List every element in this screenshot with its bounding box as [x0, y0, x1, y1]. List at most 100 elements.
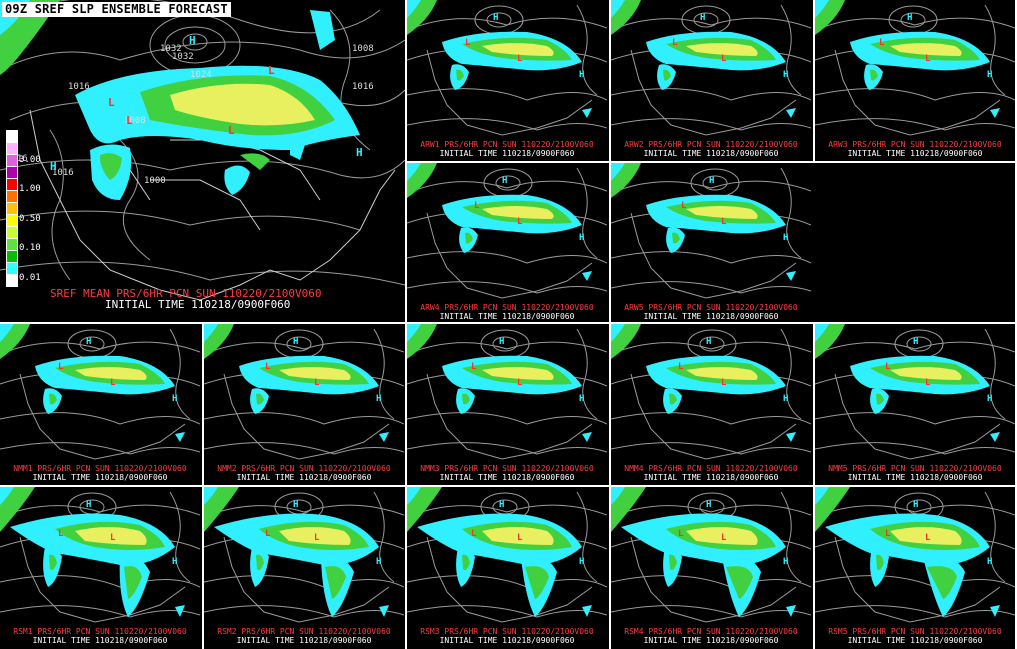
low-pressure-marker: L	[517, 378, 523, 388]
low-pressure-marker: L	[126, 114, 133, 127]
high-pressure-marker: H	[293, 500, 299, 510]
member-panel: H H L L NMM5 PRS/6HR PCN SUN 110220/2100…	[815, 324, 1015, 484]
member-panel: H H L L ARW4 PRS/6HR PCN SUN 110220/2100…	[407, 163, 607, 323]
low-pressure-marker: L	[925, 378, 931, 388]
legend-level-label: 0.50	[19, 214, 41, 224]
high-pressure-marker: H	[709, 176, 715, 186]
member-init-time: INITIAL TIME 110218/0900F060	[643, 636, 779, 645]
low-pressure-marker: L	[678, 529, 684, 539]
high-pressure-marker: H	[987, 394, 993, 404]
member-init-time: INITIAL TIME 110218/0900F060	[847, 473, 983, 482]
low-pressure-marker: L	[879, 38, 885, 48]
isobar-label: 1016	[52, 168, 74, 178]
high-pressure-marker: H	[987, 70, 993, 80]
member-caption: ARW2 PRS/6HR PCN SUN 110220/2100V060	[624, 140, 798, 149]
member-caption: NMM1 PRS/6HR PCN SUN 110220/2100V060	[13, 464, 187, 473]
isobar-label: 1016	[352, 82, 374, 92]
legend-swatch	[6, 130, 18, 142]
high-pressure-marker: H	[700, 13, 706, 23]
low-pressure-marker: L	[517, 533, 523, 543]
member-caption: NMM2 PRS/6HR PCN SUN 110220/2100V060	[217, 464, 391, 473]
high-pressure-marker: H	[579, 233, 585, 243]
high-pressure-marker: H	[706, 500, 712, 510]
member-init-time: INITIAL TIME 110218/0900F060	[439, 149, 575, 158]
grid-divider	[813, 0, 815, 162]
member-panel: H H L L ARW1 PRS/6HR PCN SUN 110220/2100…	[407, 0, 607, 160]
member-panel: H H L L NMM1 PRS/6HR PCN SUN 110220/2100…	[0, 324, 200, 484]
member-init-time: INITIAL TIME 110218/0900F060	[643, 149, 779, 158]
high-pressure-marker: H	[783, 394, 789, 404]
legend-swatch	[6, 262, 18, 274]
member-caption: ARW3 PRS/6HR PCN SUN 110220/2100V060	[828, 140, 1002, 149]
member-init-time: INITIAL TIME 110218/0900F060	[236, 636, 372, 645]
low-pressure-marker: L	[885, 529, 891, 539]
high-pressure-marker: H	[86, 337, 92, 347]
high-pressure-marker: H	[913, 500, 919, 510]
high-pressure-marker: H	[189, 34, 196, 47]
member-panel: H H L L NMM2 PRS/6HR PCN SUN 110220/2100…	[204, 324, 404, 484]
member-panel: H H L L RSM4 PRS/6HR PCN SUN 110220/2100…	[611, 487, 811, 647]
high-pressure-marker: H	[579, 70, 585, 80]
isobar-label: 1008	[124, 116, 146, 126]
legend-level-label: 3.00	[19, 155, 41, 165]
member-init-time: INITIAL TIME 110218/0900F060	[439, 312, 575, 321]
legend-level-label: 0.01	[19, 273, 41, 283]
low-pressure-marker: L	[58, 362, 64, 372]
page-title: 09Z SREF SLP ENSEMBLE FORECAST	[2, 2, 231, 17]
legend-swatch	[6, 142, 18, 154]
low-pressure-marker: L	[314, 533, 320, 543]
low-pressure-marker: L	[681, 201, 687, 211]
member-map-canvas	[0, 487, 200, 623]
high-pressure-marker: H	[987, 557, 993, 567]
high-pressure-marker: H	[783, 557, 789, 567]
member-panel: H H L L ARW3 PRS/6HR PCN SUN 110220/2100…	[815, 0, 1015, 160]
high-pressure-marker: H	[706, 337, 712, 347]
low-pressure-marker: L	[672, 38, 678, 48]
member-panel: H H L L ARW2 PRS/6HR PCN SUN 110220/2100…	[611, 0, 811, 160]
member-caption: ARW1 PRS/6HR PCN SUN 110220/2100V060	[420, 140, 594, 149]
high-pressure-marker: H	[50, 160, 57, 173]
legend-swatch	[6, 250, 18, 262]
member-caption: NMM3 PRS/6HR PCN SUN 110220/2100V060	[420, 464, 594, 473]
member-panel: H H L L NMM3 PRS/6HR PCN SUN 110220/2100…	[407, 324, 607, 484]
grid-divider	[0, 322, 1017, 324]
high-pressure-marker: H	[499, 500, 505, 510]
low-pressure-marker: L	[517, 217, 523, 227]
legend-swatch	[6, 190, 18, 202]
member-panel: H H L L NMM4 PRS/6HR PCN SUN 110220/2100…	[611, 324, 811, 484]
member-map-canvas	[204, 324, 404, 460]
grid-divider	[813, 324, 815, 649]
grid-divider	[0, 485, 1017, 487]
member-map-canvas	[815, 0, 1015, 136]
isobar-label: 1000	[144, 176, 166, 186]
precip-color-legend	[6, 130, 18, 287]
low-pressure-marker: L	[925, 533, 931, 543]
member-map-canvas	[0, 324, 200, 460]
high-pressure-marker: H	[493, 13, 499, 23]
member-init-time: INITIAL TIME 110218/0900F060	[32, 636, 168, 645]
low-pressure-marker: L	[228, 124, 235, 137]
low-pressure-marker: L	[721, 54, 727, 64]
low-pressure-marker: L	[108, 96, 115, 109]
high-pressure-marker: H	[172, 557, 178, 567]
low-pressure-marker: L	[58, 529, 64, 539]
member-map-canvas	[407, 487, 607, 623]
member-map-canvas	[611, 324, 811, 460]
grid-divider	[405, 0, 407, 649]
member-caption: RSM2 PRS/6HR PCN SUN 110220/2100V060	[217, 627, 391, 636]
isobar-label: 1024	[190, 70, 212, 80]
low-pressure-marker: L	[885, 362, 891, 372]
member-panel: H H L L RSM2 PRS/6HR PCN SUN 110220/2100…	[204, 487, 404, 647]
member-init-time: INITIAL TIME 110218/0900F060	[847, 149, 983, 158]
legend-swatch	[6, 274, 18, 287]
high-pressure-marker: H	[293, 337, 299, 347]
member-map-canvas	[407, 0, 607, 136]
mean-panel-init-time: INITIAL TIME 110218/0900F060	[105, 298, 291, 311]
low-pressure-marker: L	[265, 362, 271, 372]
member-map-canvas	[204, 487, 404, 623]
low-pressure-marker: L	[721, 217, 727, 227]
legend-swatch	[6, 238, 18, 250]
ensemble-mean-map: 09Z SREF SLP ENSEMBLE FORECAST 1032 1032…	[0, 0, 405, 322]
isobar-label: 1008	[352, 44, 374, 54]
high-pressure-marker: H	[376, 394, 382, 404]
